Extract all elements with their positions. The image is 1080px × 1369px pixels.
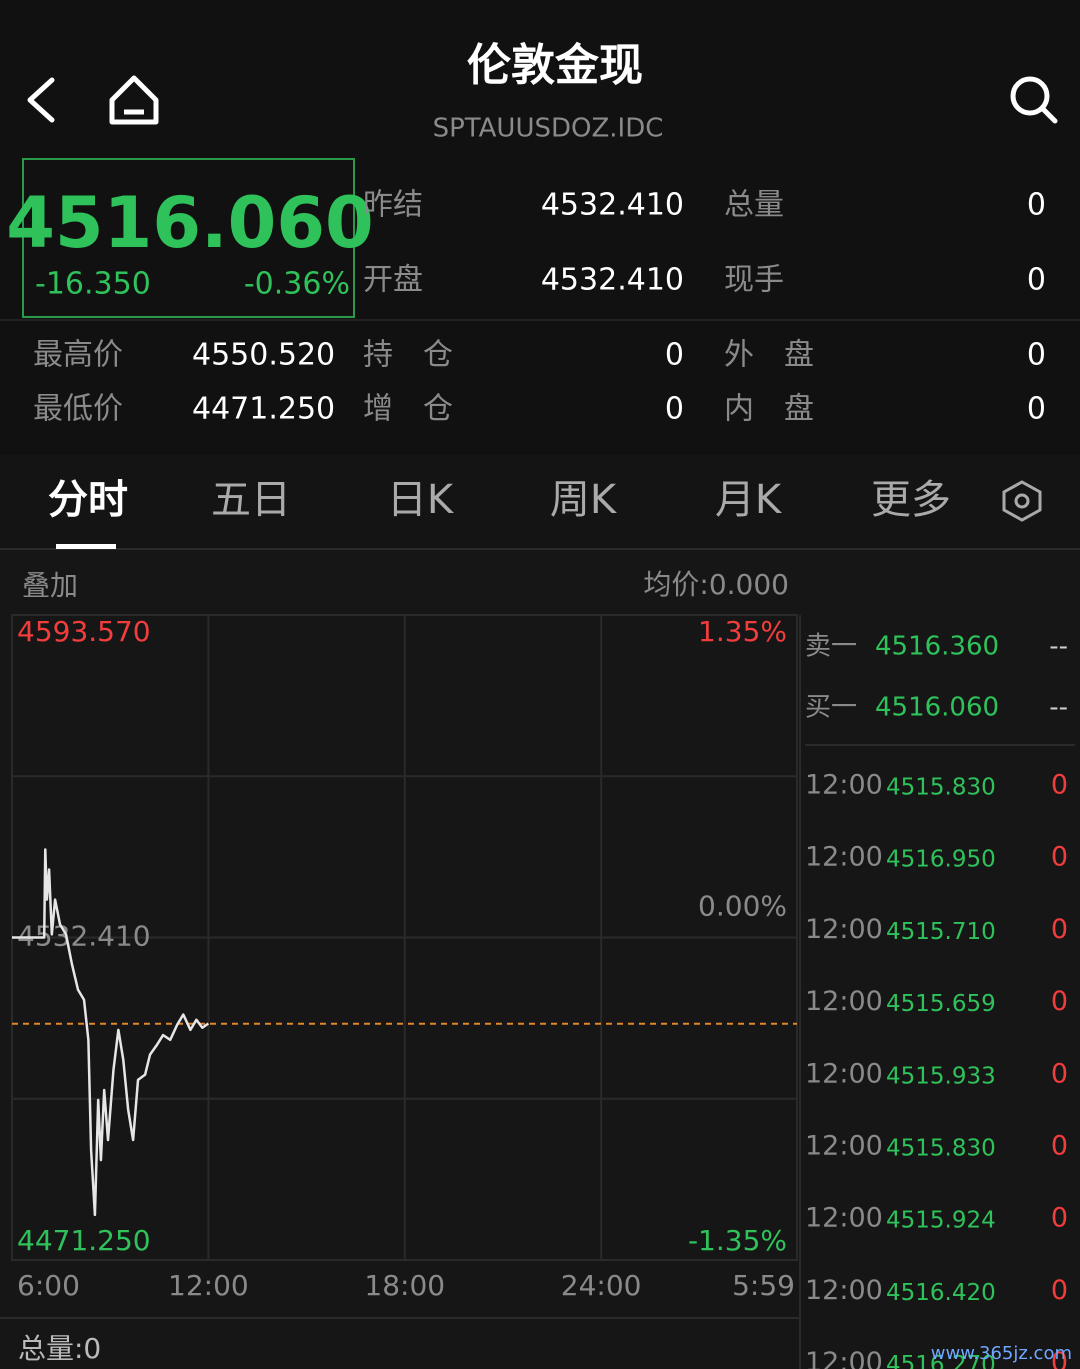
trade-time: 12:00: [805, 986, 883, 1017]
tab-indicator: [56, 544, 116, 549]
subtitle: SPTAUUSDOZ.IDC: [433, 114, 664, 144]
change-pct: -0.36%: [244, 267, 350, 302]
trade-volume: 0: [1051, 1131, 1068, 1162]
order-side: 买一: [805, 693, 857, 723]
stat-value: 0: [1027, 338, 1046, 373]
search-button[interactable]: [1010, 76, 1058, 124]
trade-volume: 0: [1051, 1058, 1068, 1089]
trade-volume: 0: [1051, 1275, 1068, 1306]
trade-time: 12:00: [805, 914, 883, 945]
stat-label: 现手: [724, 263, 784, 298]
stat-value: 4532.410: [541, 188, 684, 223]
trade-volume: 0: [1051, 842, 1068, 873]
trade-price: 4516.950: [886, 847, 996, 873]
stat-value: 0: [665, 338, 684, 373]
order-side: 卖一: [805, 632, 857, 662]
tab[interactable]: 五日: [211, 477, 291, 523]
avg-price: 均价:0.000: [643, 568, 789, 601]
stat-value: 0: [665, 392, 684, 427]
y-tick-label: 4471.250: [17, 1224, 151, 1257]
watermark: www.365jz.com: [931, 1343, 1072, 1364]
tab[interactable]: 日K: [387, 477, 455, 523]
home-button[interactable]: [109, 75, 159, 125]
trade-time: 12:00: [805, 1347, 883, 1369]
trade-time: 12:00: [805, 770, 883, 801]
stat-label: 持 仓: [363, 338, 453, 373]
settings-button[interactable]: [1002, 480, 1042, 522]
trade-time: 12:00: [805, 842, 883, 873]
tab-bar-bg: [0, 455, 1080, 548]
quote-box: [22, 158, 355, 318]
trade-price: 4515.924: [886, 1208, 996, 1234]
trade-price: 4515.933: [886, 1063, 996, 1089]
search-icon: [1040, 106, 1058, 124]
trade-volume: 0: [1051, 914, 1068, 945]
tab[interactable]: 周K: [550, 477, 618, 523]
x-tick-label: 24:00: [561, 1269, 642, 1302]
y2-tick-label: 1.35%: [698, 615, 787, 648]
stat-label: 昨结: [363, 188, 423, 223]
trade-time: 12:00: [805, 1203, 883, 1234]
y-tick-label: 4593.570: [17, 615, 151, 648]
overlay-button[interactable]: 叠加: [22, 569, 78, 602]
trade-volume: 0: [1051, 770, 1068, 801]
stat-value: 4471.250: [192, 392, 335, 427]
price-line: [12, 848, 210, 1217]
stat-label: 内 盘: [724, 392, 814, 427]
stat-value: 0: [1027, 392, 1046, 427]
x-tick-label: 18:00: [364, 1269, 445, 1302]
y2-tick-label: 0.00%: [698, 890, 787, 923]
order-volume: --: [1049, 693, 1068, 723]
y2-tick-label: -1.35%: [688, 1224, 787, 1257]
trade-price: 4515.710: [886, 919, 996, 945]
stat-label: 最低价: [33, 392, 123, 427]
stat-label: 外 盘: [724, 338, 814, 373]
trade-time: 12:00: [805, 1058, 883, 1089]
tab[interactable]: 分时: [48, 477, 128, 523]
order-price: 4516.360: [875, 632, 999, 662]
stat-label: 最高价: [33, 338, 123, 373]
trade-price: 4516.420: [886, 1280, 996, 1306]
stat-value: 0: [1027, 188, 1046, 223]
trade-volume: 0: [1051, 1347, 1068, 1369]
stat-value: 0: [1027, 263, 1046, 298]
trade-price: 4516.270: [886, 1352, 996, 1369]
x-tick-label: 5:59: [732, 1269, 795, 1302]
trade-price: 4515.830: [886, 1136, 996, 1162]
stat-label: 开盘: [363, 263, 423, 298]
x-tick-label: 6:00: [17, 1269, 80, 1302]
volume-total: 总量:0: [18, 1332, 101, 1365]
trade-time: 12:00: [805, 1131, 883, 1162]
tab[interactable]: 月K: [715, 477, 783, 523]
y-tick-label: 4532.410: [17, 920, 151, 953]
header-bg: [0, 0, 1080, 455]
search-icon: [1010, 76, 1050, 116]
order-price: 4516.060: [875, 693, 999, 723]
stat-value: 4550.520: [192, 338, 335, 373]
stat-label: 增 仓: [363, 392, 453, 427]
trade-price: 4515.659: [886, 991, 996, 1017]
change: -16.350: [35, 267, 151, 302]
tab[interactable]: 更多: [871, 477, 951, 523]
back-button[interactable]: [27, 77, 55, 123]
order-volume: --: [1049, 632, 1068, 662]
trade-volume: 0: [1051, 1203, 1068, 1234]
trade-price: 4515.830: [886, 775, 996, 801]
settings-icon: [1014, 493, 1030, 509]
trade-time: 12:00: [805, 1275, 883, 1306]
price: 4516.060: [6, 182, 374, 264]
stat-value: 4532.410: [541, 263, 684, 298]
title: 伦敦金现: [467, 40, 643, 91]
trade-volume: 0: [1051, 986, 1068, 1017]
stat-label: 总量: [724, 188, 784, 223]
x-tick-label: 12:00: [168, 1269, 249, 1302]
